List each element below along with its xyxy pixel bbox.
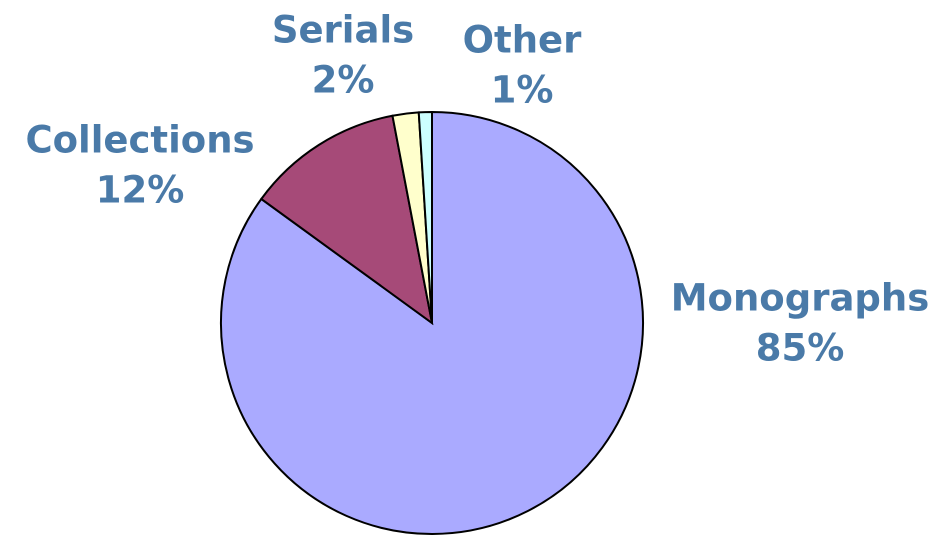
slice-value-label: 2% bbox=[312, 59, 375, 102]
slice-label: Collections bbox=[25, 119, 254, 162]
slice-label: Monographs bbox=[671, 277, 930, 320]
slice-value-label: 85% bbox=[756, 327, 845, 370]
slice-value-label: 1% bbox=[491, 69, 554, 112]
slice-label: Other bbox=[463, 19, 583, 62]
pie-slice bbox=[259, 114, 434, 326]
slice-label: Serials bbox=[272, 9, 414, 52]
pie-slice bbox=[417, 110, 433, 324]
slice-value-label: 12% bbox=[96, 169, 185, 212]
